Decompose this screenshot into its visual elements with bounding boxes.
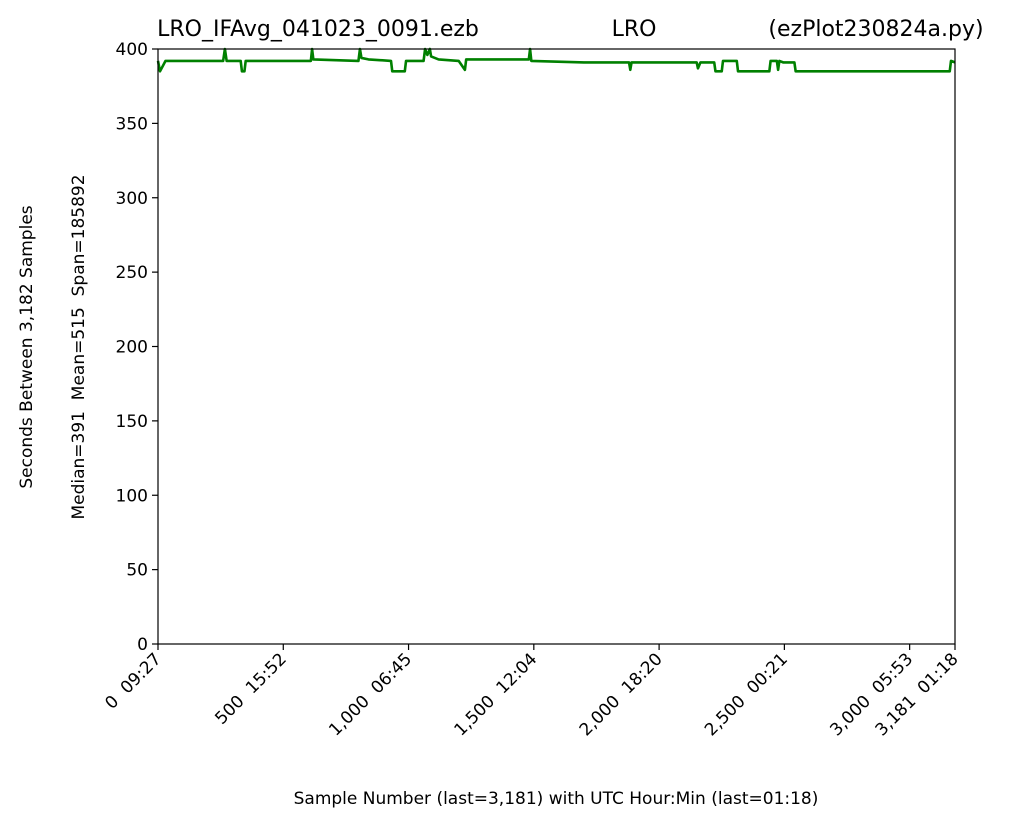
y-tick-label: 150	[116, 412, 148, 432]
y-axis-label: Median=391 Mean=515 Span=185892	[69, 174, 89, 519]
y-tick-label: 0	[137, 635, 148, 655]
y-tick-label: 100	[116, 486, 148, 506]
chart-title: LRO_IFAvg_041023_0091.ezb	[157, 17, 479, 42]
x-axis-label: Sample Number (last=3,181) with UTC Hour…	[294, 789, 819, 809]
x-tick-label: 2,500 00:21	[701, 649, 792, 740]
y-tick-label: 200	[116, 338, 148, 358]
x-tick-label: 1,000 06:45	[325, 649, 416, 740]
y-tick-label: 250	[116, 263, 148, 283]
data-line	[156, 47, 956, 73]
chart-title: (ezPlot230824a.py)	[768, 17, 983, 42]
y-tick-label: 300	[116, 189, 148, 209]
x-tick-label: 500 15:52	[211, 649, 290, 728]
x-tick-label: 2,000 18:20	[576, 649, 667, 740]
x-tick-label: 1,500 12:04	[451, 649, 542, 740]
y-axis-label: Seconds Between 3,182 Samples	[17, 205, 37, 488]
chart-title: LRO	[612, 17, 657, 42]
x-tick-label: 0 09:27	[101, 649, 165, 713]
y-tick-label: 400	[116, 40, 148, 60]
y-tick-label: 50	[126, 561, 148, 581]
plot-frame	[157, 48, 956, 645]
y-tick-label: 350	[116, 114, 148, 134]
